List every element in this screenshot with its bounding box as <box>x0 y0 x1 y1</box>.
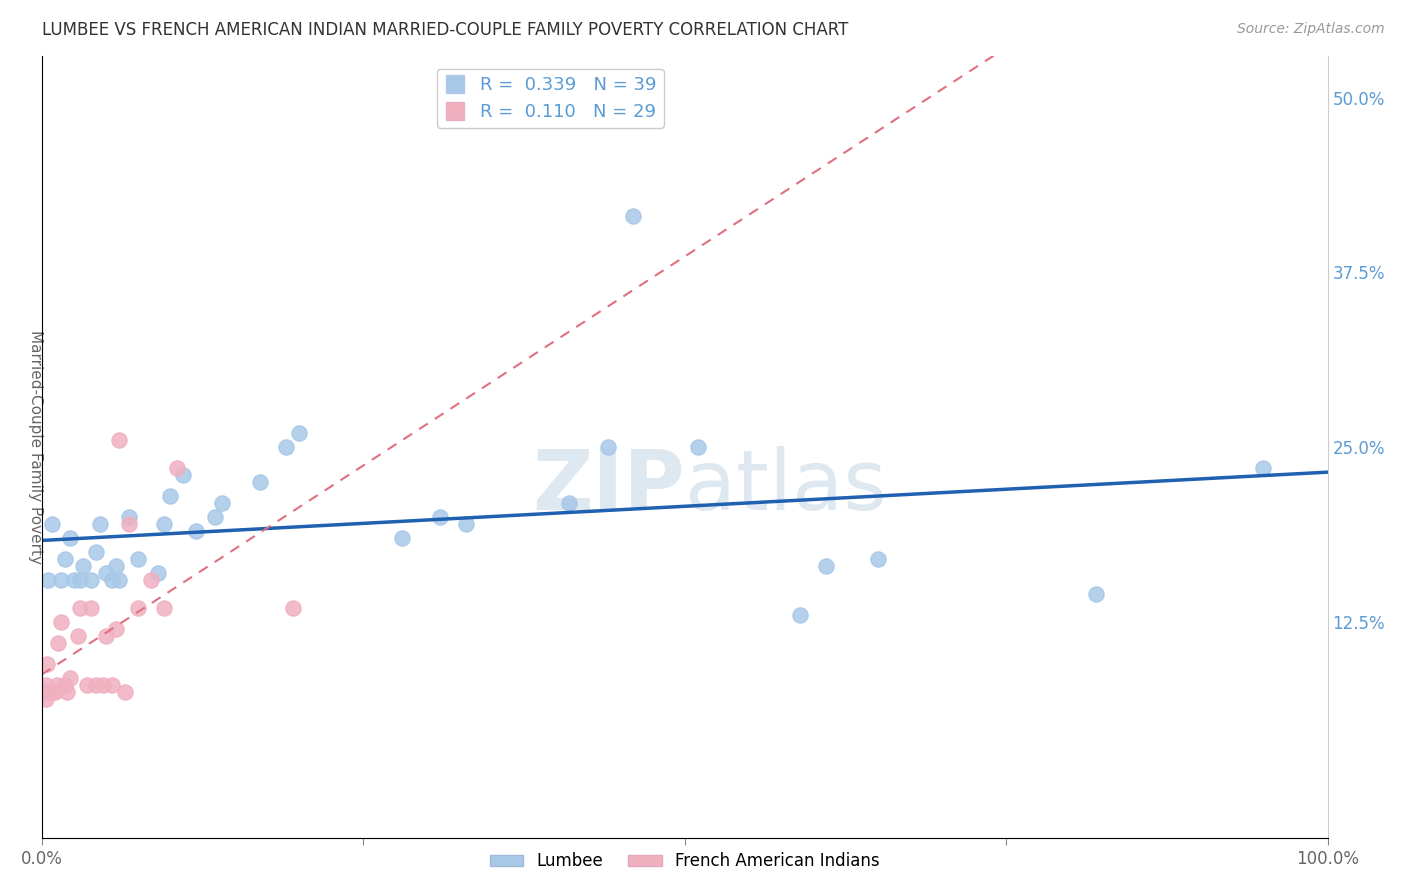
Point <box>139 573 162 587</box>
Point <box>118 516 141 531</box>
Point <box>44 684 66 698</box>
Point <box>37 573 59 587</box>
Point <box>53 551 76 566</box>
Text: Source: ZipAtlas.com: Source: ZipAtlas.com <box>1237 22 1385 37</box>
Point <box>105 558 128 573</box>
Point <box>249 475 271 489</box>
Point <box>686 440 709 454</box>
Point <box>866 551 889 566</box>
Point <box>114 684 136 698</box>
Point <box>1085 587 1108 601</box>
Point <box>153 600 176 615</box>
Point <box>621 210 644 224</box>
Point <box>94 629 117 643</box>
Point <box>63 573 86 587</box>
Point <box>46 677 69 691</box>
Point <box>69 600 91 615</box>
Text: atlas: atlas <box>685 446 886 526</box>
Point <box>211 496 233 510</box>
Point <box>41 684 63 698</box>
Point <box>56 684 79 698</box>
Point <box>596 440 619 454</box>
Point <box>41 516 63 531</box>
Point <box>558 496 581 510</box>
Point <box>94 566 117 580</box>
Point <box>48 635 70 649</box>
Point <box>59 531 82 545</box>
Point <box>66 629 89 643</box>
Point <box>146 566 169 580</box>
Point <box>274 440 297 454</box>
Point <box>72 558 94 573</box>
Point <box>84 545 107 559</box>
Point <box>815 558 838 573</box>
Point <box>153 516 176 531</box>
Point <box>49 615 72 629</box>
Point <box>101 677 124 691</box>
Point <box>34 677 56 691</box>
Point <box>49 573 72 587</box>
Point <box>288 425 311 440</box>
Point <box>105 622 128 636</box>
Point <box>93 677 115 691</box>
Point <box>789 607 811 622</box>
Point <box>69 573 91 587</box>
Point <box>127 600 149 615</box>
Point <box>108 433 131 447</box>
Point <box>84 677 107 691</box>
Point <box>204 509 226 524</box>
Point <box>429 509 451 524</box>
Point <box>456 516 478 531</box>
Point <box>391 531 413 545</box>
Point <box>159 489 181 503</box>
Point <box>127 551 149 566</box>
Point <box>79 573 101 587</box>
Point <box>76 677 98 691</box>
Point <box>35 657 58 671</box>
Point <box>172 467 194 482</box>
Y-axis label: Married-Couple Family Poverty: Married-Couple Family Poverty <box>28 330 42 564</box>
Point <box>184 524 207 538</box>
Point <box>89 516 111 531</box>
Point <box>59 671 82 685</box>
Point <box>79 600 101 615</box>
Legend: Lumbee, French American Indians: Lumbee, French American Indians <box>484 846 886 877</box>
Text: LUMBEE VS FRENCH AMERICAN INDIAN MARRIED-COUPLE FAMILY POVERTY CORRELATION CHART: LUMBEE VS FRENCH AMERICAN INDIAN MARRIED… <box>42 21 848 39</box>
Point <box>108 573 131 587</box>
Point <box>34 691 56 706</box>
Point <box>53 677 76 691</box>
Point <box>281 600 304 615</box>
Point <box>35 684 58 698</box>
Point <box>101 573 124 587</box>
Text: ZIP: ZIP <box>533 446 685 526</box>
Point <box>1253 461 1275 475</box>
Point <box>166 461 188 475</box>
Point <box>118 509 141 524</box>
